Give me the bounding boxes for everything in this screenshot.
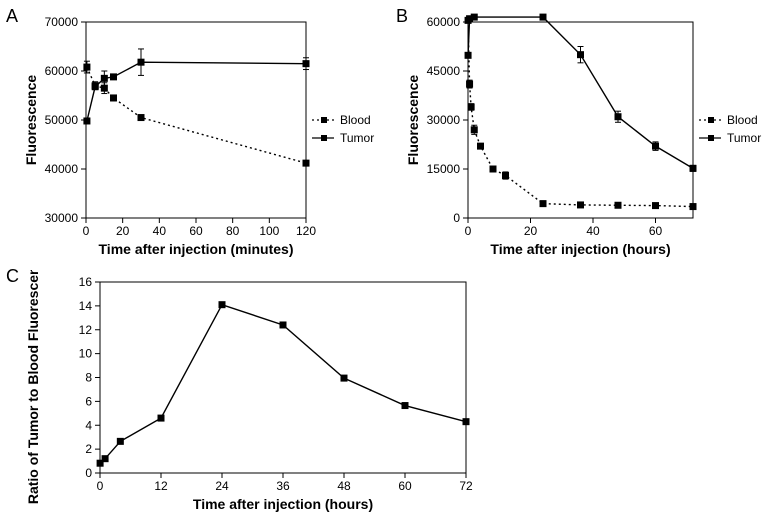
svg-text:45000: 45000 [427,64,461,78]
svg-text:4: 4 [85,418,92,432]
svg-text:Fluorescence: Fluorescence [23,75,39,165]
svg-text:14: 14 [79,299,93,313]
panel-label-c: C [6,266,19,287]
svg-text:80: 80 [226,224,240,238]
svg-text:15000: 15000 [427,162,461,176]
svg-text:12: 12 [79,323,93,337]
svg-text:Time after injection (minutes): Time after injection (minutes) [99,241,294,257]
svg-text:10: 10 [79,347,93,361]
svg-text:60: 60 [398,479,412,493]
panel-b: 0 20 40 60 0 15000 30000 45000 60000 Time after i… [402,10,777,260]
chart-a: 0 20 40 60 80 100 120 30000 40000 50000 60000 70000… [20,10,390,260]
svg-text:100: 100 [259,224,279,238]
svg-text:16: 16 [79,275,93,289]
svg-text:30000: 30000 [45,211,79,225]
svg-text:20: 20 [524,224,538,238]
figure-page: A B C 0204060801001203000040000500006000… [0,0,783,518]
svg-text:60000: 60000 [427,15,461,29]
svg-text:0: 0 [83,224,90,238]
svg-text:0: 0 [97,479,104,493]
svg-text:2: 2 [85,442,92,456]
chart-c: 01224364860720246810121416Time after inj… [20,270,480,515]
svg-text:6: 6 [85,394,92,408]
svg-text:0: 0 [85,466,92,480]
svg-text:40: 40 [153,224,167,238]
svg-text:Blood: Blood [340,113,371,127]
chart-b: 0 20 40 60 0 15000 30000 45000 60000 Time after i… [402,10,777,260]
svg-text:30000: 30000 [427,113,461,127]
svg-text:36: 36 [276,479,290,493]
svg-text:70000: 70000 [45,15,79,29]
svg-text:72: 72 [459,479,473,493]
svg-text:Tumor: Tumor [340,131,374,145]
svg-text:12: 12 [154,479,168,493]
svg-text:120: 120 [296,224,316,238]
svg-text:40000: 40000 [45,162,79,176]
svg-text:20: 20 [116,224,130,238]
svg-text:48: 48 [337,479,351,493]
panel-label-a: A [6,6,18,27]
svg-text:60000: 60000 [45,64,79,78]
panel-a: 0 20 40 60 80 100 120 30000 40000 50000 60000 70000… [20,10,390,260]
svg-text:0: 0 [465,224,472,238]
svg-text:Tumor: Tumor [727,131,761,145]
svg-text:40: 40 [586,224,600,238]
svg-text:50000: 50000 [45,113,79,127]
svg-text:Time after injection (hours): Time after injection (hours) [193,496,373,512]
svg-text:0: 0 [453,211,460,225]
svg-text:Ratio of Tumor to Blood Fluore: Ratio of Tumor to Blood Fluorescence [25,270,41,504]
svg-text:Fluorescence: Fluorescence [405,75,421,165]
svg-text:Time after injection (hours): Time after injection (hours) [490,241,670,257]
panel-c: 01224364860720246810121416Time after inj… [20,270,480,515]
svg-text:60: 60 [189,224,203,238]
svg-text:Blood: Blood [727,113,758,127]
svg-text:60: 60 [649,224,663,238]
svg-text:8: 8 [85,371,92,385]
svg-text:24: 24 [215,479,229,493]
